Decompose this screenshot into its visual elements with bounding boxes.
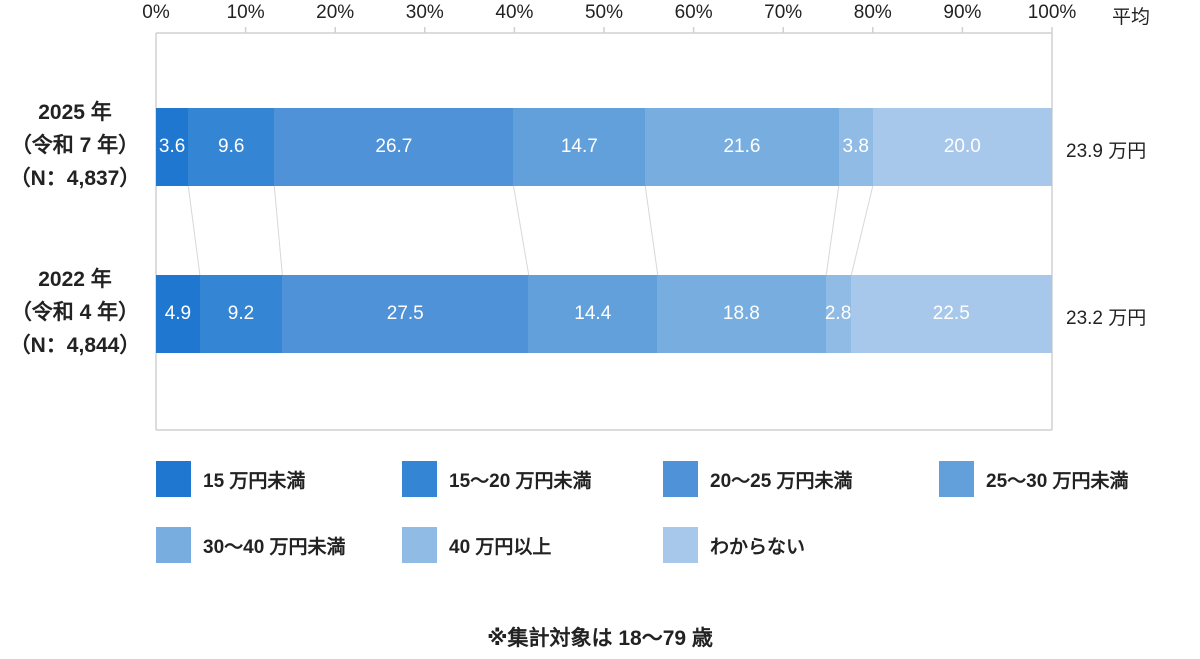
- row-label-n: （N：4,844）: [9, 334, 141, 357]
- legend-swatch: [156, 461, 191, 497]
- legend-label: 15 万円未満: [203, 470, 306, 492]
- legend-label: 40 万円以上: [449, 536, 552, 558]
- bar-segment: 22.5: [850, 275, 1052, 353]
- row-label-n: （N：4,837）: [9, 167, 141, 190]
- bar-segment: 14.7: [513, 108, 646, 186]
- bar-segment: 27.5: [282, 275, 529, 353]
- x-tick-label: 40%: [495, 2, 534, 23]
- x-tick-label: 70%: [764, 2, 803, 23]
- legend-label: わからない: [710, 536, 806, 558]
- x-tick-label: 10%: [226, 2, 265, 23]
- bar-segment: 18.8: [657, 275, 826, 353]
- x-tick-label: 50%: [584, 2, 624, 23]
- legend-item: 40 万円以上: [402, 527, 551, 563]
- legend-swatch: [663, 461, 698, 497]
- footnote: ※集計対象は 18〜79 歳: [487, 627, 713, 650]
- legend-item: 30〜40 万円未満: [156, 527, 346, 563]
- average-header: 平均: [1112, 7, 1151, 28]
- row-label-2022: 2022 年 （令和 4 年） （N：4,844）: [0, 263, 150, 362]
- x-tick-label: 100%: [1027, 2, 1077, 23]
- row-label-year: 2022 年: [38, 268, 112, 291]
- bar-segment: 26.7: [274, 108, 514, 186]
- legend-item: 15〜20 万円未満: [402, 461, 592, 497]
- x-tick-label: 90%: [943, 2, 982, 23]
- x-tick-label: 0%: [142, 2, 170, 23]
- row-label-era: （令和 4 年）: [10, 301, 140, 324]
- legend-item: 25〜30 万円未満: [939, 461, 1129, 497]
- legend-label: 15〜20 万円未満: [449, 470, 592, 492]
- x-tick-label: 20%: [316, 2, 355, 23]
- legend-swatch: [402, 527, 437, 563]
- x-tick-label: 80%: [853, 2, 892, 23]
- bar-segment: 3.8: [838, 108, 873, 186]
- bar-segment: 20.0: [872, 108, 1052, 186]
- legend-swatch: [939, 461, 974, 497]
- legend-swatch: [663, 527, 698, 563]
- bar-segment: 14.4: [528, 275, 658, 353]
- bar-segment: 4.9: [156, 275, 200, 353]
- bar-2025: 3.6 9.6 26.7 14.7 21.6 3.8 20.0: [156, 108, 1052, 186]
- legend-item: 15 万円未満: [156, 461, 305, 497]
- legend-item: 20〜25 万円未満: [663, 461, 853, 497]
- x-tick-label: 30%: [405, 2, 444, 23]
- average-2022: 23.2 万円: [1066, 308, 1147, 329]
- bar-segment: 9.2: [199, 275, 283, 353]
- legend-swatch: [156, 527, 191, 563]
- legend-label: 20〜25 万円未満: [710, 470, 853, 492]
- legend-label: 25〜30 万円未満: [986, 470, 1129, 492]
- legend-swatch: [402, 461, 437, 497]
- bar-2022: 4.9 9.2 27.5 14.4 18.8 2.8 22.5: [156, 275, 1052, 353]
- legend-item: わからない: [663, 527, 805, 563]
- bar-segment: 3.6: [156, 108, 189, 186]
- row-label-year: 2025 年: [38, 101, 112, 124]
- legend-label: 30〜40 万円未満: [203, 536, 346, 558]
- average-2025: 23.9 万円: [1066, 141, 1147, 162]
- x-tick-label: 60%: [674, 2, 713, 23]
- bar-segment: 21.6: [645, 108, 839, 186]
- row-label-2025: 2025 年 （令和 7 年） （N：4,837）: [0, 96, 150, 195]
- row-label-era: （令和 7 年）: [10, 134, 140, 157]
- bar-segment: 2.8: [825, 275, 851, 353]
- bar-segment: 9.6: [188, 108, 275, 186]
